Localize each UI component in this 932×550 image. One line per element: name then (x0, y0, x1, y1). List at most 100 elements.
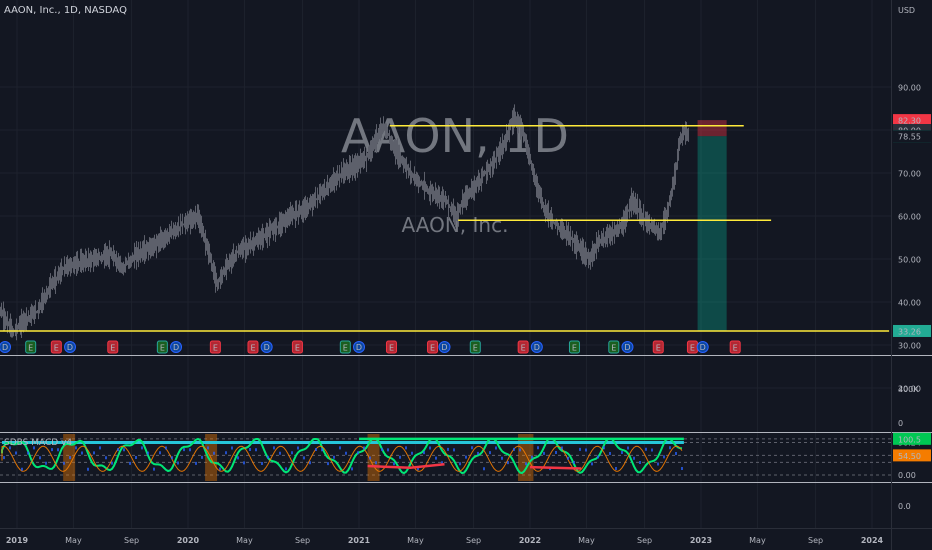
indicator-badge-label: 54.50 (898, 452, 921, 461)
earnings-marker-letter: E (250, 344, 255, 353)
dividend-marker[interactable] (438, 341, 451, 353)
indicator-bear-segment (367, 462, 582, 470)
volume-axis-tick: 400K (898, 385, 919, 394)
price-badge (893, 114, 931, 127)
price-axis-tick: 40.00 (898, 299, 921, 308)
price-axis-tick: 70.00 (898, 170, 921, 179)
earnings-marker-letter: E (733, 344, 738, 353)
time-axis-label: May (236, 536, 253, 545)
time-axis-label: Sep (295, 536, 310, 545)
price-axis-tick: 50.00 (898, 256, 921, 265)
earnings-marker[interactable] (209, 340, 221, 354)
price-badge-label: 78.55 (898, 133, 921, 142)
earnings-marker[interactable] (385, 340, 397, 354)
earnings-marker-letter: E (473, 344, 478, 353)
time-axis-label: Sep (808, 536, 823, 545)
earnings-marker[interactable] (517, 340, 529, 354)
dividend-marker[interactable] (64, 341, 77, 353)
earnings-marker[interactable] (652, 340, 664, 354)
dividend-marker-letter: D (2, 343, 8, 352)
dividend-marker[interactable] (696, 341, 709, 353)
currency-label: USD (898, 6, 915, 15)
earnings-marker-letter: E (611, 344, 616, 353)
earnings-marker[interactable] (469, 340, 481, 354)
symbol-title: AAON, Inc., 1D, NASDAQ (4, 5, 127, 16)
dividend-marker-letter: D (441, 343, 447, 352)
time-axis-label: Sep (637, 536, 652, 545)
price-badge (893, 324, 931, 337)
earnings-marker-letter: E (521, 344, 526, 353)
earnings-marker[interactable] (107, 340, 119, 354)
indicator-badge (893, 432, 931, 445)
price-bars (0, 104, 689, 341)
earnings-marker[interactable] (50, 340, 62, 354)
earnings-marker[interactable] (247, 340, 259, 354)
position-target-zone[interactable] (697, 136, 727, 331)
earnings-marker[interactable] (156, 340, 168, 354)
earnings-marker-letter: E (343, 344, 348, 353)
indicator-highlight-zone (63, 434, 76, 481)
time-axis-label: 2024 (861, 536, 884, 545)
earnings-marker-letter: E (213, 344, 218, 353)
indicator-signal-line (1, 445, 683, 472)
time-axis-label: May (65, 536, 82, 545)
earnings-marker-letter: E (389, 344, 394, 353)
indicator-axis-tick: 0.00 (898, 471, 916, 480)
position-stop-zone[interactable] (697, 120, 727, 137)
dividend-marker-letter: D (173, 343, 179, 352)
time-axis-label: 2019 (6, 536, 29, 545)
earnings-marker[interactable] (427, 340, 439, 354)
earnings-marker[interactable] (291, 340, 303, 354)
earnings-marker-letter: E (572, 344, 577, 353)
dividend-marker-letter: D (264, 343, 270, 352)
time-axis-label: May (749, 536, 766, 545)
indicator-macd-line (0, 437, 683, 475)
earnings-marker-letter: E (295, 344, 300, 353)
time-axis-label: 2021 (348, 536, 371, 545)
time-axis-label: May (407, 536, 424, 545)
earnings-marker[interactable] (608, 340, 620, 354)
volume-axis-tick: 0 (898, 419, 903, 428)
symbol-line: AAON, Inc., 1D, NASDAQ (4, 5, 127, 16)
earnings-marker[interactable] (729, 340, 741, 354)
price-axis-tick: 90.00 (898, 84, 921, 93)
price-badge-label: 82.30 (898, 117, 921, 126)
indicator-badge-label: 100.5 (898, 435, 921, 444)
price-axis-tick: 20.00 (898, 385, 921, 394)
earnings-marker-letter: E (110, 344, 115, 353)
earnings-marker[interactable] (568, 340, 580, 354)
time-axis-label: Sep (124, 536, 139, 545)
dividend-marker[interactable] (353, 341, 365, 353)
earnings-marker-letter: E (430, 344, 435, 353)
time-axis-label: 2022 (519, 536, 541, 545)
indicator-badge (893, 449, 931, 462)
indicator-highlight-zone (518, 434, 534, 481)
dividend-marker-letter: D (356, 343, 362, 352)
time-axis-label: Sep (466, 536, 481, 545)
earnings-marker-letter: E (54, 344, 59, 353)
indicator-highlight-zone (367, 434, 380, 481)
price-axis-tick: 60.00 (898, 213, 921, 222)
time-axis-label: May (578, 536, 595, 545)
price-series[interactable] (0, 104, 689, 341)
dividend-marker[interactable] (530, 341, 543, 353)
earnings-marker[interactable] (339, 340, 351, 354)
earnings-marker-letter: E (160, 344, 165, 353)
earnings-marker-letter: E (656, 344, 661, 353)
earnings-marker-letter: E (28, 344, 33, 353)
dividend-marker-letter: D (624, 343, 630, 352)
dividend-marker[interactable] (170, 341, 183, 353)
dividend-marker[interactable] (0, 341, 12, 353)
indicator-name: SDBS MACD v4 (4, 438, 72, 448)
earnings-marker[interactable] (25, 340, 37, 354)
time-axis-label: 2023 (690, 536, 712, 545)
price-badge (893, 130, 931, 143)
dividend-marker[interactable] (260, 341, 273, 353)
time-axis-label: 2020 (177, 536, 200, 545)
dividend-marker-letter: D (700, 343, 706, 352)
bottom-axis-tick: 0.0 (898, 502, 911, 511)
dividend-marker[interactable] (621, 341, 634, 353)
dividend-marker-letter: D (534, 343, 540, 352)
